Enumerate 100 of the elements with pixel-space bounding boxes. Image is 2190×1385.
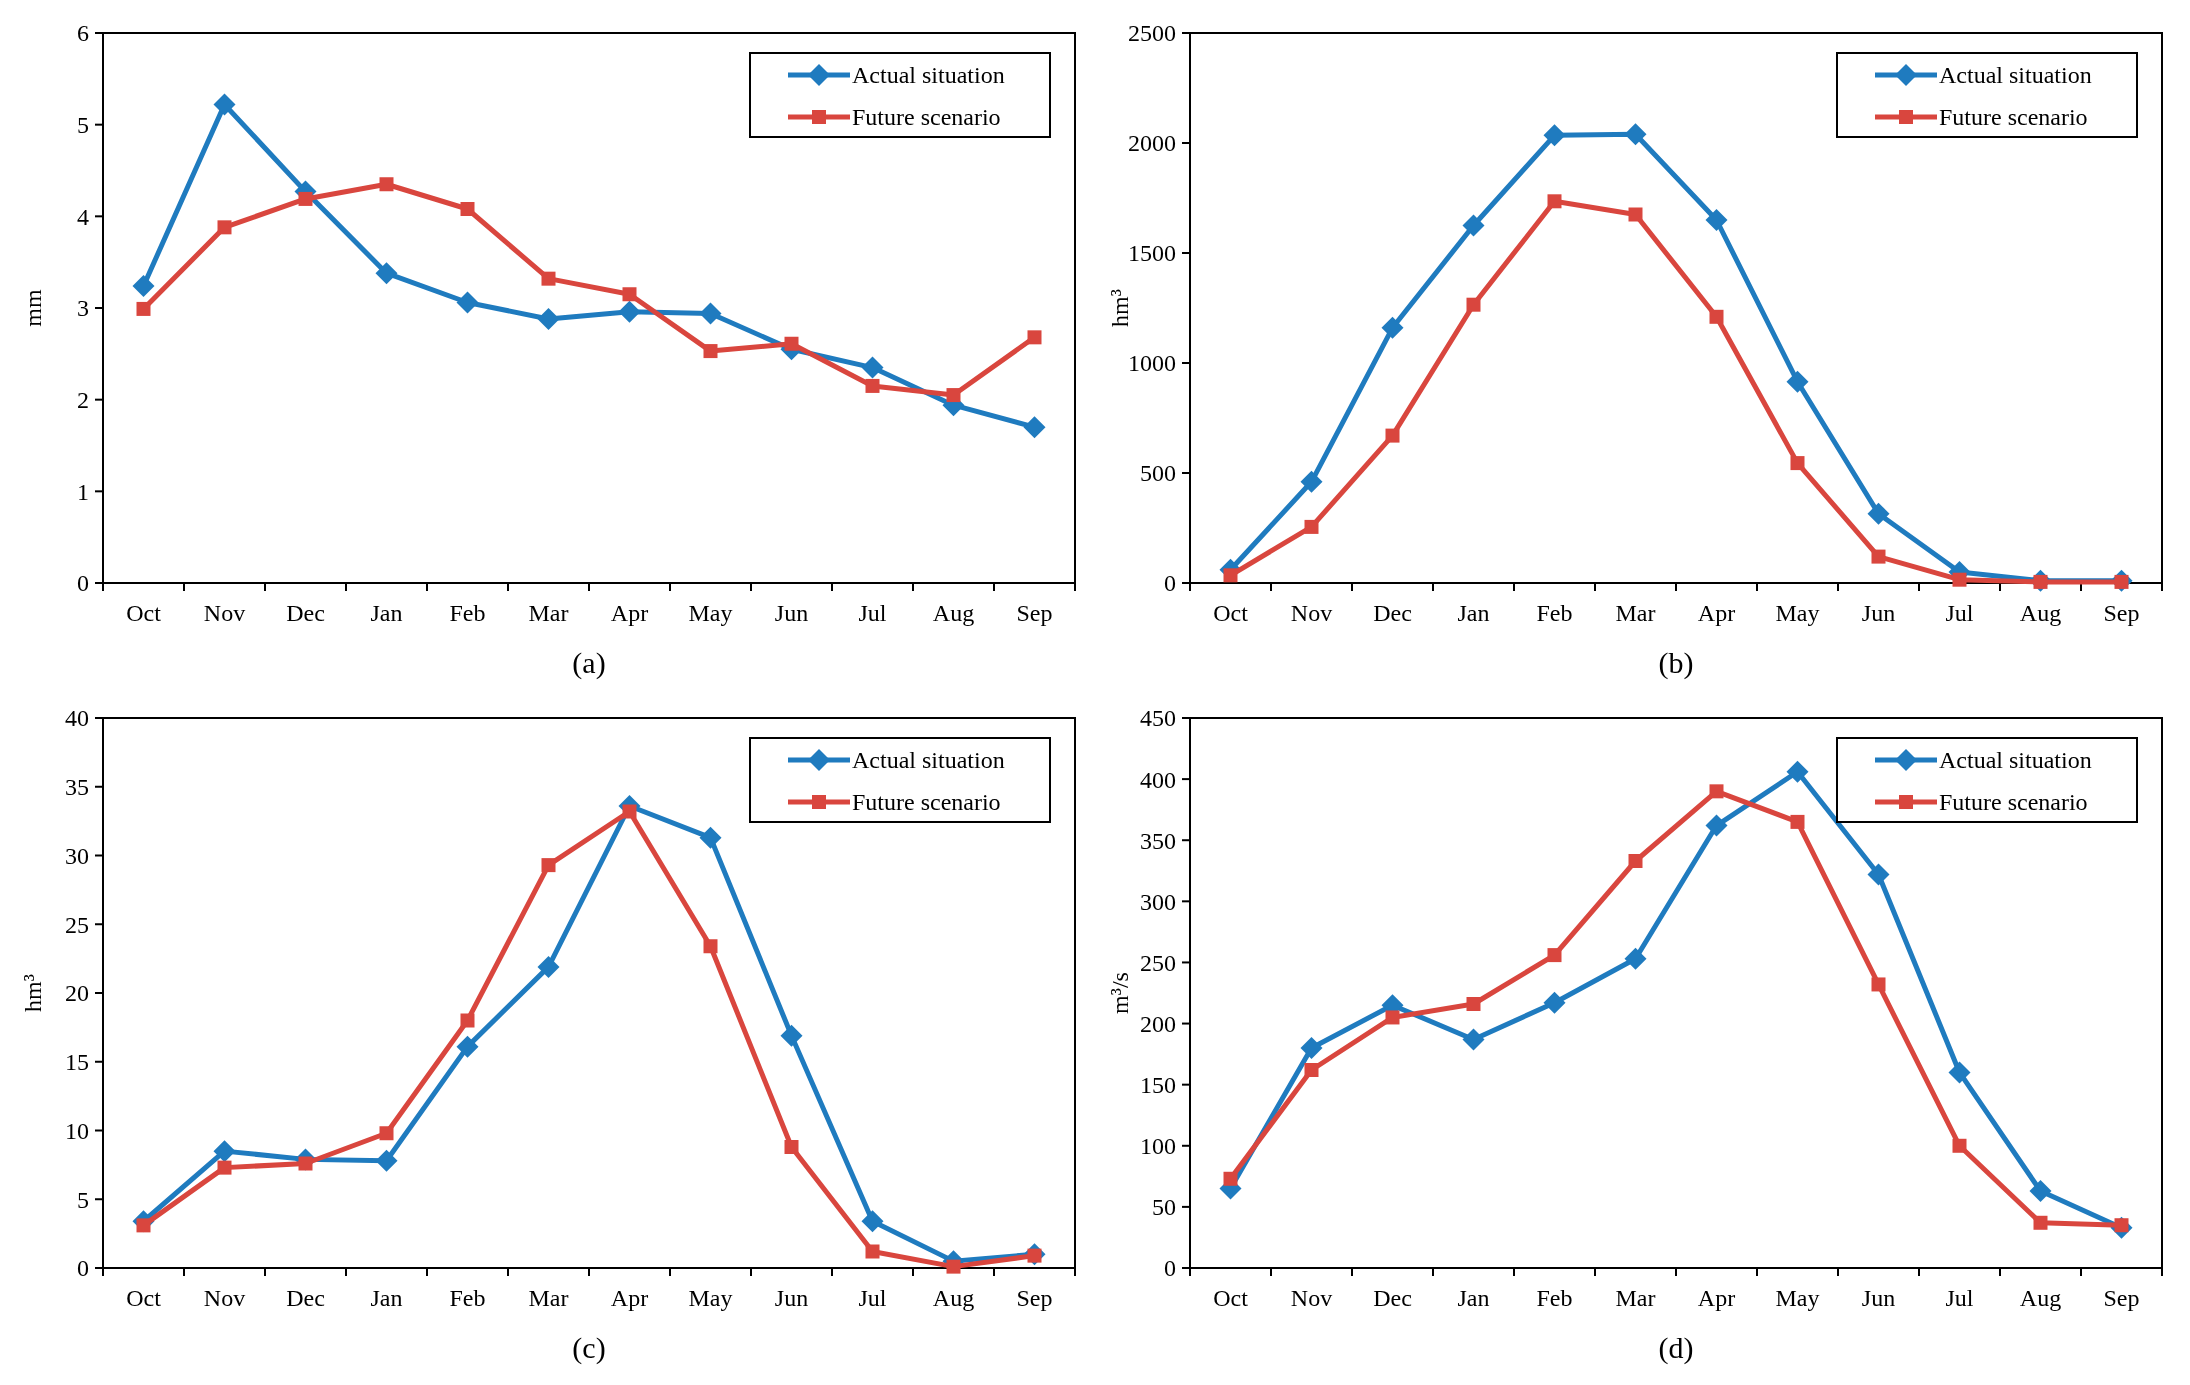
y-tick-label: 250: [1140, 949, 1176, 976]
point: [213, 93, 236, 116]
x-tick-label: Jul: [1945, 1285, 1974, 1311]
point: [379, 177, 394, 192]
y-tick-label: 0: [77, 570, 89, 597]
y-tick-label: 5: [77, 112, 89, 139]
point: [865, 1244, 880, 1259]
x-tick-label: Dec: [1373, 1285, 1412, 1311]
x-tick-label: Sep: [2103, 1285, 2140, 1311]
y-tick-label: 50: [1152, 1194, 1176, 1221]
point: [379, 1126, 394, 1141]
point: [1300, 1037, 1323, 1059]
point: [1952, 572, 1967, 587]
point: [1628, 854, 1643, 868]
y-tick-label: 2500: [1128, 20, 1176, 47]
point: [1023, 416, 1046, 439]
point: [456, 291, 479, 314]
legend-label: Actual situation: [1939, 747, 2092, 774]
point: [699, 826, 722, 849]
y-tick-label: 10: [65, 1117, 89, 1144]
y-tick-label: 40: [65, 705, 89, 732]
point: [861, 356, 884, 379]
point: [2033, 1215, 2048, 1230]
point: [1948, 1061, 1971, 1084]
x-tick-label: Aug: [932, 600, 975, 626]
point: [699, 302, 722, 325]
y-tick-label: 1000: [1128, 350, 1176, 377]
y-tick-label: 3: [77, 295, 89, 322]
legend-label: Actual situation: [852, 62, 1005, 89]
y-tick-label: 0: [77, 1255, 89, 1282]
text: (a): [572, 646, 606, 680]
x-tick-label: Jun: [1861, 600, 1896, 626]
y-tick-label: 30: [65, 842, 89, 869]
y-tick-label: 4: [77, 203, 89, 230]
y-axis-title: mm: [20, 289, 46, 327]
point: [1385, 428, 1400, 443]
point: [1466, 997, 1481, 1011]
point: [217, 220, 232, 235]
x-tick-label: Dec: [286, 1285, 325, 1311]
x-tick-label: Nov: [1290, 600, 1333, 626]
point: [1705, 814, 1728, 837]
x-tick-label: Nov: [203, 1285, 246, 1311]
point: [1462, 1028, 1485, 1051]
y-tick-label: 25: [65, 911, 89, 938]
point: [1871, 977, 1886, 992]
point: [1547, 948, 1562, 963]
point: [1027, 330, 1042, 345]
point: [1709, 309, 1724, 324]
point: [1871, 549, 1886, 564]
x-tick-label: Jun: [774, 1285, 809, 1311]
x-tick-label: Mar: [528, 1285, 569, 1311]
point: [456, 1035, 479, 1058]
point: [1867, 863, 1890, 886]
x-tick-label: Jan: [370, 1285, 403, 1311]
x-tick-label: Mar: [528, 600, 569, 626]
x-tick-label: Oct: [1213, 1285, 1249, 1311]
legend-label: Actual situation: [1939, 62, 2092, 89]
x-tick-label: Nov: [203, 600, 246, 626]
y-axis-title: hm³: [20, 974, 46, 1012]
point: [1381, 316, 1404, 339]
point: [618, 300, 641, 323]
y-tick-label: 2000: [1128, 130, 1176, 157]
x-tick-label: Jul: [858, 600, 887, 626]
point: [1790, 456, 1805, 471]
x-tick-label: Dec: [286, 600, 325, 626]
point: [1952, 1138, 1967, 1153]
x-tick-label: Jan: [1457, 1285, 1490, 1311]
x-tick-label: Apr: [1697, 1285, 1736, 1311]
point: [541, 858, 556, 873]
y-tick-label: 350: [1140, 827, 1176, 854]
y-tick-label: 35: [65, 774, 89, 801]
y-tick-label: 2: [77, 387, 89, 414]
legend-label: Actual situation: [852, 747, 1005, 774]
legend-label: Future scenario: [852, 789, 1001, 816]
point: [1547, 194, 1562, 209]
point: [2029, 1180, 2052, 1202]
point: [537, 955, 560, 978]
point: [1304, 519, 1319, 534]
y-tick-label: 100: [1140, 1133, 1176, 1160]
x-tick-label: Oct: [1213, 600, 1249, 626]
y-tick-label: 6: [77, 20, 89, 47]
point: [946, 388, 961, 403]
point: [622, 287, 637, 302]
point: [1867, 502, 1890, 525]
point: [1628, 207, 1643, 222]
point: [1304, 1063, 1319, 1077]
point: [1462, 214, 1485, 237]
x-tick-label: Mar: [1615, 1285, 1656, 1311]
x-tick-label: Oct: [126, 1285, 162, 1311]
x-tick-label: Feb: [1536, 1285, 1573, 1311]
point: [460, 202, 475, 216]
x-tick-label: Aug: [2019, 600, 2062, 626]
point: [703, 939, 718, 954]
y-tick-label: 400: [1140, 766, 1176, 793]
x-tick-label: Mar: [1615, 600, 1656, 626]
point: [1624, 947, 1647, 970]
point: [298, 191, 313, 206]
x-tick-label: Apr: [610, 600, 649, 626]
x-tick-label: Jun: [1861, 1285, 1896, 1311]
y-tick-label: 300: [1140, 888, 1176, 915]
